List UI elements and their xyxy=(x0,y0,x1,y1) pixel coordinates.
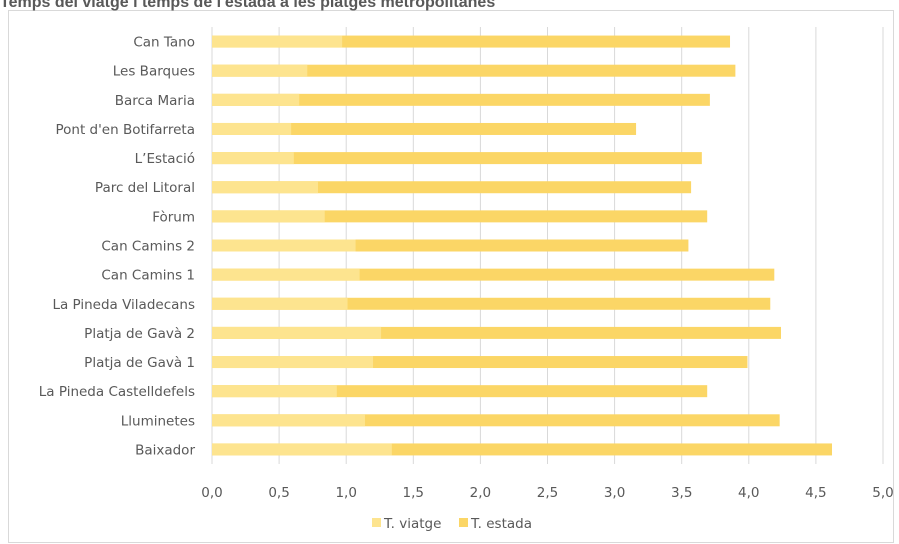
bar-viatge xyxy=(212,152,294,165)
x-tick-label: 1,0 xyxy=(335,485,356,501)
bar-viatge xyxy=(212,210,325,223)
category-label: Barca Maria xyxy=(115,93,195,109)
x-tick-label: 1,5 xyxy=(403,485,424,501)
category-labels: Can Tano Les Barques Barca Maria Pont d'en … xyxy=(39,35,196,459)
bar-estada xyxy=(212,122,637,135)
bars xyxy=(212,35,833,456)
bar-viatge xyxy=(212,385,337,398)
category-label: La Pineda Castelldefels xyxy=(39,384,195,400)
category-label: Fòrum xyxy=(152,209,195,225)
bar-viatge xyxy=(212,356,374,369)
x-tick-label: 2,5 xyxy=(537,485,558,501)
category-label: Can Camins 2 xyxy=(101,239,195,255)
bar-viatge xyxy=(212,64,308,77)
bar-viatge xyxy=(212,297,348,310)
bar-viatge xyxy=(212,239,356,252)
bar-estada xyxy=(212,181,692,194)
bar-viatge xyxy=(212,443,392,456)
category-label: Can Camins 1 xyxy=(101,268,195,284)
bar-estada xyxy=(212,210,708,223)
chart-title: Temps del viatge i temps de l'estada a l… xyxy=(0,0,496,11)
chart-frame xyxy=(8,10,894,543)
legend-swatch xyxy=(459,518,468,527)
bar-estada xyxy=(212,297,771,310)
x-tick-label: 2,0 xyxy=(470,485,491,501)
x-tick-label: 3,0 xyxy=(604,485,625,501)
category-label: Les Barques xyxy=(113,64,195,80)
x-tick-label: 3,5 xyxy=(671,485,692,501)
bar-viatge xyxy=(212,414,365,427)
category-label: Lluminetes xyxy=(121,413,195,429)
bar-viatge xyxy=(212,181,319,194)
category-label: Baixador xyxy=(135,442,195,458)
x-tick-label: 4,0 xyxy=(738,485,759,501)
category-label: L’Estació xyxy=(135,151,195,167)
bar-estada xyxy=(212,93,710,106)
bar-viatge xyxy=(212,93,300,106)
category-label: Platja de Gavà 1 xyxy=(84,355,195,371)
bar-viatge xyxy=(212,35,343,48)
legend: T. viatge T. estada xyxy=(372,516,532,532)
bar-viatge xyxy=(212,122,292,135)
category-label: La Pineda Viladecans xyxy=(52,297,195,313)
x-tick-label: 0,0 xyxy=(201,485,222,501)
bar-estada xyxy=(212,152,702,165)
category-label: Parc del Litoral xyxy=(95,180,195,196)
bar-viatge xyxy=(212,268,360,281)
legend-label: T. estada xyxy=(470,516,532,532)
x-tick-label: 0,5 xyxy=(268,485,289,501)
x-tick-label: 4,5 xyxy=(805,485,826,501)
category-label: Can Tano xyxy=(133,35,195,51)
bar-estada xyxy=(212,64,736,77)
bar-viatge xyxy=(212,326,382,339)
x-tick-label: 5,0 xyxy=(872,485,893,501)
category-label: Platja de Gavà 2 xyxy=(84,326,195,342)
category-label: Pont d'en Botifarreta xyxy=(55,122,195,138)
x-tick-labels: 0,0 0,5 1,0 1,5 2,0 2,5 3,0 3,5 4,0 4,5 5,0 xyxy=(201,485,893,501)
legend-swatch xyxy=(372,518,381,527)
legend-label: T. viatge xyxy=(383,516,441,532)
